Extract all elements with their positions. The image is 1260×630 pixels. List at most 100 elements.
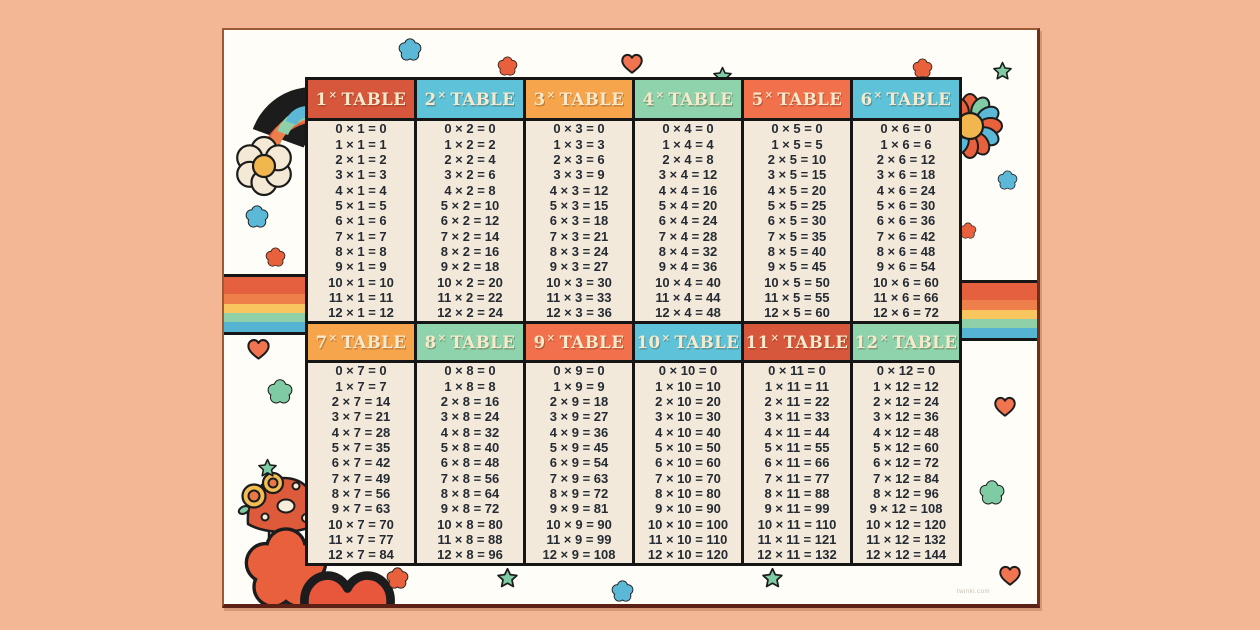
equation-row: 6 × 6 = 36 <box>876 213 936 229</box>
equation-row: 3 × 10 = 30 <box>655 409 721 425</box>
heart-icon <box>999 565 1021 586</box>
star-icon <box>257 458 277 477</box>
equation-row: 8 × 3 = 24 <box>549 244 609 260</box>
equation-row: 6 × 7 = 42 <box>331 455 391 471</box>
stripe-band <box>959 283 1037 300</box>
equation-row: 12 × 3 = 36 <box>546 305 612 321</box>
flower-icon <box>959 222 977 239</box>
rose-icon <box>261 471 285 495</box>
flower-icon <box>497 55 517 76</box>
equation-row: 6 × 3 = 18 <box>549 213 609 229</box>
table-number: 8 <box>424 332 437 352</box>
equation-row: 5 × 12 = 60 <box>873 439 939 455</box>
equation-row: 7 × 9 = 63 <box>549 470 609 486</box>
equation-row: 10 × 7 = 70 <box>328 516 394 532</box>
equation-row: 0 × 5 = 0 <box>771 121 823 137</box>
table-number: 6 <box>860 89 873 109</box>
equation-row: 10 × 2 = 20 <box>437 274 503 290</box>
mushroom-icon <box>237 471 392 604</box>
equation-row: 0 × 3 = 0 <box>553 121 605 137</box>
equation-row: 7 × 8 = 56 <box>440 470 500 486</box>
equation-row: 7 × 11 = 77 <box>764 470 830 486</box>
equation-row: 8 × 1 = 8 <box>335 244 387 260</box>
equation-row: 1 × 12 = 12 <box>873 378 939 394</box>
stripe-band <box>224 293 305 304</box>
equation-row: 5 × 7 = 35 <box>331 439 391 455</box>
equation-row: 12 × 10 = 120 <box>647 547 729 563</box>
equation-row: 3 × 1 = 3 <box>335 167 387 183</box>
equation-row: 1 × 4 = 4 <box>662 136 714 152</box>
times-symbol: × <box>328 89 338 101</box>
times-symbol: × <box>655 89 665 101</box>
equation-row: 9 × 4 = 36 <box>658 259 718 275</box>
equation-row: 1 × 9 = 9 <box>553 378 605 394</box>
equation-row: 2 × 6 = 12 <box>876 151 936 167</box>
equation-row: 0 × 7 = 0 <box>335 363 387 379</box>
equation-row: 5 × 9 = 45 <box>549 439 609 455</box>
equation-row: 3 × 7 = 21 <box>331 409 391 425</box>
heart-icon <box>621 53 643 74</box>
equation-row: 7 × 4 = 28 <box>658 228 718 244</box>
equation-row: 0 × 1 = 0 <box>335 121 387 137</box>
equation-row: 7 × 7 = 49 <box>331 470 391 486</box>
equation-row: 0 × 10 = 0 <box>658 363 718 379</box>
equation-row: 4 × 5 = 20 <box>767 182 827 198</box>
table-number: 10 <box>636 332 661 352</box>
equation-row: 2 × 10 = 20 <box>655 393 721 409</box>
equation-row: 3 × 3 = 9 <box>553 167 605 183</box>
table-word: TABLE <box>341 332 407 352</box>
equation-row: 9 × 7 = 63 <box>331 501 391 517</box>
equation-row: 2 × 11 = 22 <box>764 393 830 409</box>
equation-row: 11 × 9 = 99 <box>546 532 612 548</box>
equation-row: 3 × 4 = 12 <box>658 167 718 183</box>
equation-row: 11 × 8 = 88 <box>437 532 503 548</box>
equation-row: 5 × 10 = 50 <box>655 439 721 455</box>
equation-row: 6 × 2 = 12 <box>440 213 500 229</box>
flower-icon <box>267 379 293 404</box>
equation-row: 12 × 8 = 96 <box>437 547 503 563</box>
stripe-band <box>224 303 305 313</box>
equation-row: 0 × 9 = 0 <box>553 363 605 379</box>
equation-row: 12 × 11 = 132 <box>757 547 837 563</box>
table-header-8x: 8 × TABLE <box>417 324 523 360</box>
star-icon <box>761 567 783 587</box>
stripe-band <box>224 321 305 333</box>
equation-row: 8 × 8 = 64 <box>440 486 500 502</box>
equation-row: 2 × 8 = 16 <box>440 393 500 409</box>
equation-row: 9 × 11 = 99 <box>764 501 830 517</box>
equation-row: 3 × 11 = 33 <box>764 409 830 425</box>
table-word: TABLE <box>783 332 849 352</box>
equation-row: 6 × 12 = 72 <box>873 455 939 471</box>
equation-row: 4 × 2 = 8 <box>444 182 496 198</box>
equation-row: 11 × 12 = 132 <box>866 532 946 548</box>
equation-row: 0 × 8 = 0 <box>444 363 496 379</box>
table-word: TABLE <box>892 332 958 352</box>
equation-row: 1 × 11 = 11 <box>764 378 830 394</box>
equation-row: 2 × 2 = 4 <box>444 151 496 167</box>
equation-row: 7 × 12 = 84 <box>873 470 939 486</box>
equation-row: 10 × 8 = 80 <box>437 516 503 532</box>
equation-row: 4 × 6 = 24 <box>876 182 936 198</box>
equation-row: 2 × 1 = 2 <box>335 151 387 167</box>
table-word: TABLE <box>450 332 516 352</box>
equation-row: 11 × 4 = 44 <box>655 290 721 306</box>
equation-row: 3 × 2 = 6 <box>444 167 496 183</box>
table-number: 3 <box>533 89 546 109</box>
equation-row: 5 × 4 = 20 <box>658 197 718 213</box>
heart-icon <box>994 396 1016 417</box>
equation-row: 11 × 5 = 55 <box>764 290 830 306</box>
equation-row: 9 × 12 = 108 <box>869 501 943 517</box>
table-word: TABLE <box>674 332 740 352</box>
equation-row: 2 × 4 = 8 <box>662 151 714 167</box>
table-header-5x: 5 × TABLE <box>744 80 850 118</box>
